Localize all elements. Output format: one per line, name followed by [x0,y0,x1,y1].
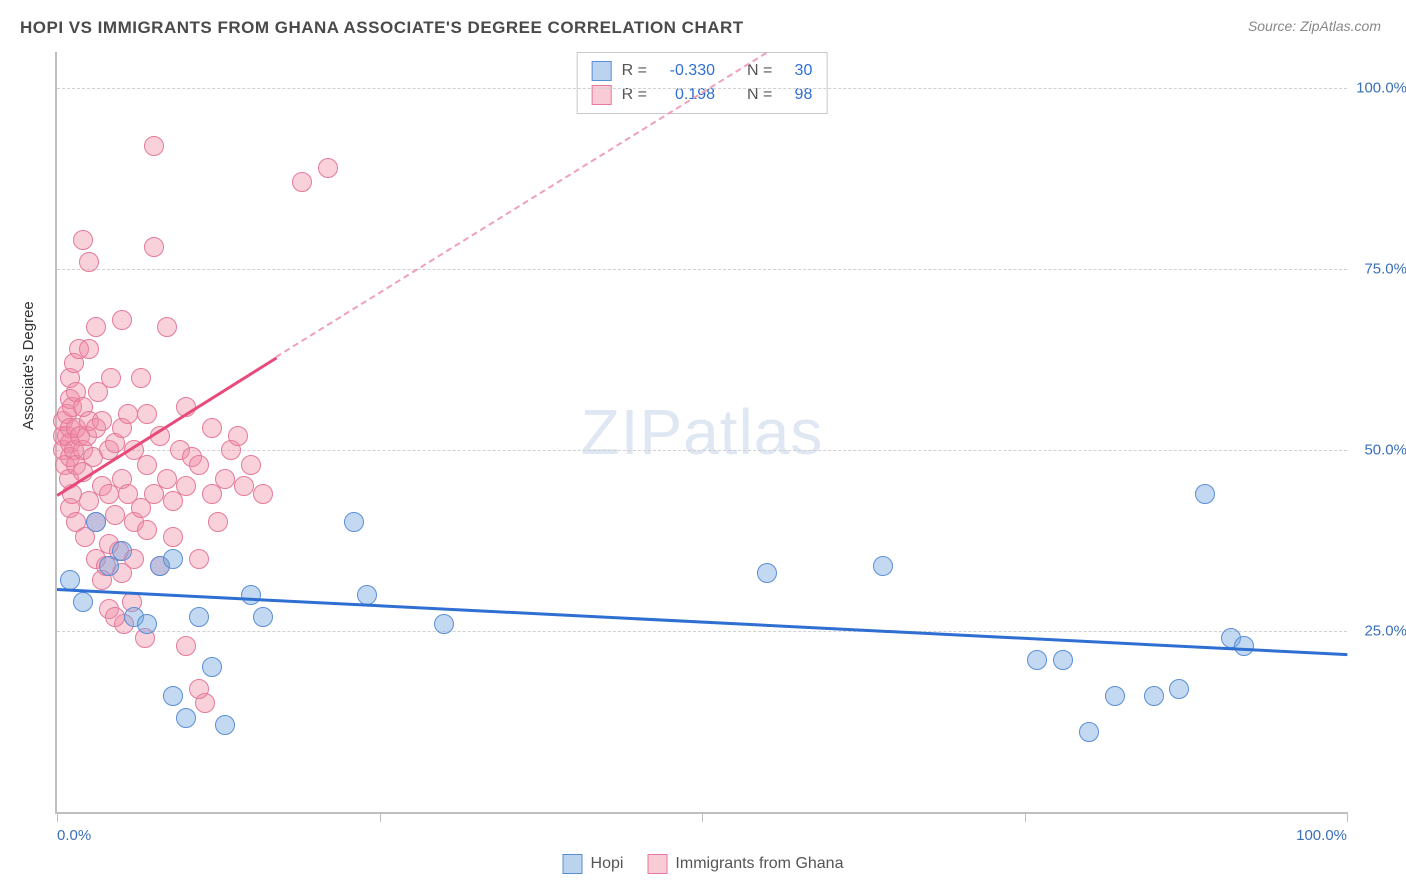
scatter-point [86,512,106,532]
scatter-point [757,563,777,583]
legend-swatch [563,854,583,874]
scatter-point [202,657,222,677]
scatter-point [189,549,209,569]
legend-item: Hopi [563,854,624,874]
y-tick-label: 100.0% [1356,80,1406,97]
x-tick [57,812,58,822]
scatter-point [1234,636,1254,656]
scatter-point [1027,650,1047,670]
scatter-point [228,426,248,446]
scatter-point [137,614,157,634]
scatter-point [157,469,177,489]
scatter-point [202,418,222,438]
scatter-point [163,549,183,569]
scatter-point [1169,679,1189,699]
scatter-point [73,592,93,612]
scatter-point [292,172,312,192]
chart-title: HOPI VS IMMIGRANTS FROM GHANA ASSOCIATE'… [20,18,744,38]
scatter-point [357,585,377,605]
scatter-point [118,404,138,424]
scatter-point [73,230,93,250]
scatter-point [163,527,183,547]
x-tick [380,812,381,822]
gridline [57,88,1347,89]
scatter-point [176,708,196,728]
trend-line [276,52,767,358]
x-tick [1347,812,1348,822]
scatter-point [112,541,132,561]
scatter-point [176,476,196,496]
scatter-point [79,252,99,272]
scatter-point [1105,686,1125,706]
x-tick [1025,812,1026,822]
y-axis-label: Associate's Degree [20,301,37,430]
stats-row: R = -0.330 N = 30 [592,59,813,83]
scatter-point [105,607,125,627]
scatter-point [1079,722,1099,742]
watermark: ZIPatlas [581,395,824,469]
scatter-point [1195,484,1215,504]
scatter-point [112,310,132,330]
scatter-point [79,339,99,359]
scatter-point [105,505,125,525]
scatter-point [1053,650,1073,670]
legend-swatch [592,61,612,81]
y-tick-label: 50.0% [1364,442,1406,459]
scatter-point [253,607,273,627]
scatter-point [344,512,364,532]
y-tick-label: 75.0% [1364,261,1406,278]
scatter-point [434,614,454,634]
scatter-point [101,368,121,388]
scatter-point [189,455,209,475]
scatter-point [234,476,254,496]
scatter-point [144,237,164,257]
scatter-point [144,136,164,156]
scatter-point [137,455,157,475]
scatter-point [1144,686,1164,706]
legend-swatch [647,854,667,874]
gridline [57,631,1347,632]
stat-n-value: 30 [782,62,812,80]
scatter-point [215,469,235,489]
scatter-point [137,520,157,540]
x-tick [702,812,703,822]
scatter-point [318,158,338,178]
legend-label: Hopi [591,855,624,873]
scatter-point [157,317,177,337]
scatter-point [92,411,112,431]
scatter-point [215,715,235,735]
source-attribution: Source: ZipAtlas.com [1248,18,1381,34]
scatter-point [176,636,196,656]
stat-n-label: N = [747,62,772,80]
stats-row: R =0.198N =98 [592,83,813,107]
scatter-point [189,679,209,699]
trend-line [57,588,1347,656]
stat-r-label: R = [622,62,647,80]
gridline [57,269,1347,270]
scatter-point [189,607,209,627]
stat-r-value: -0.330 [657,62,715,80]
scatter-point [873,556,893,576]
legend-label: Immigrants from Ghana [675,855,843,873]
watermark-atlas: atlas [683,396,823,468]
stats-legend-box: R = -0.330 N = 30 R =0.198N =98 [577,52,828,114]
gridline [57,450,1347,451]
scatter-point [131,368,151,388]
chart-plot-area: ZIPatlas R =-0.330N =30R =0.198N =98 25.… [55,52,1347,814]
legend-item: Immigrants from Ghana [647,854,843,874]
scatter-point [253,484,273,504]
scatter-point [241,585,261,605]
x-tick-label: 0.0% [57,827,91,844]
y-tick-label: 25.0% [1364,623,1406,640]
x-tick-label: 100.0% [1296,827,1347,844]
scatter-point [208,512,228,532]
scatter-point [86,317,106,337]
scatter-point [137,404,157,424]
scatter-point [241,455,261,475]
bottom-legend: Hopi Immigrants from Ghana [563,854,844,874]
watermark-zip: ZIP [581,396,684,468]
scatter-point [163,686,183,706]
